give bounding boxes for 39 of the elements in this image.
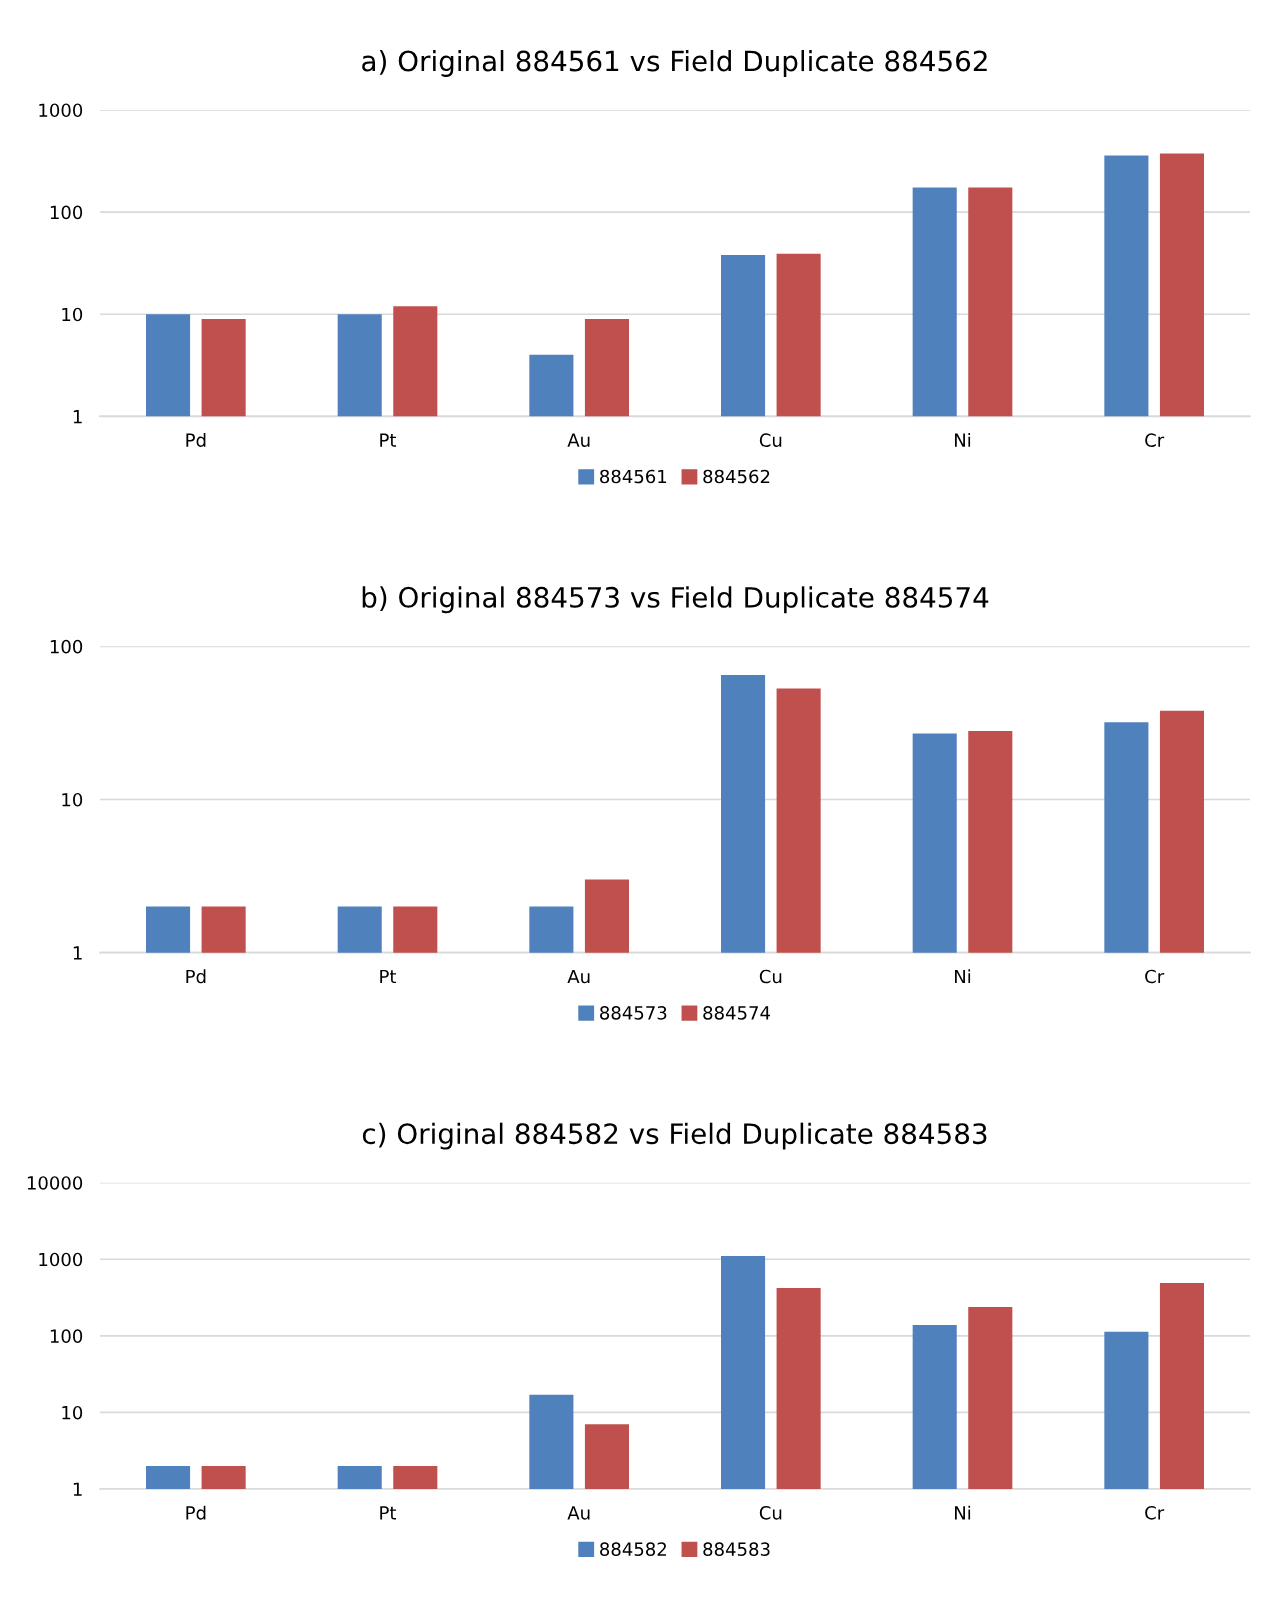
x-tick-label: Pt: [380, 433, 397, 447]
x-tick-label: Cu: [759, 969, 782, 984]
y-tick-label: 1: [73, 946, 82, 960]
x-tick-label: Pd: [186, 433, 206, 447]
chart-title: c) Original 884582 vs Field Duplicate 884583: [362, 1122, 987, 1150]
x-tick-label: Au: [567, 1506, 590, 1520]
legend-label: 884574: [703, 1006, 770, 1020]
x-tick-label: Ni: [955, 433, 971, 447]
x-tick-label: Cu: [759, 1505, 782, 1520]
y-tick-label: 10000: [27, 1176, 83, 1190]
x-tick-label: Pt: [380, 1506, 397, 1520]
y-tick-label: 1000: [39, 103, 83, 118]
x-tick-label: Cu: [759, 433, 782, 447]
y-tick-label: 1: [73, 410, 82, 424]
legend-label: 884583: [703, 1542, 770, 1556]
x-tick-label: Ni: [955, 969, 971, 984]
chart-title: a) Original 884561 vs Field Duplicate 884562: [362, 50, 987, 77]
x-tick-label: Au: [567, 433, 590, 447]
y-tick-label: 100: [50, 205, 83, 220]
x-tick-label: Cr: [1145, 1505, 1165, 1520]
y-tick-label: 10: [62, 307, 83, 322]
x-tick-label: Cr: [1145, 969, 1165, 984]
chart-title: b) Original 884573 vs Field Duplicate 884574: [362, 586, 989, 614]
y-tick-label: 10: [62, 792, 83, 807]
legend-label: 884573: [600, 1006, 667, 1020]
x-tick-label: Ni: [955, 1505, 971, 1520]
x-tick-label: Pt: [380, 969, 397, 984]
y-tick-label: 1: [73, 1482, 82, 1496]
y-tick-label: 100: [50, 1329, 83, 1343]
y-tick-label: 10: [62, 1405, 83, 1420]
x-tick-label: Cr: [1145, 433, 1165, 447]
x-tick-label: Au: [567, 969, 590, 984]
legend-label: 884582: [600, 1542, 666, 1556]
y-tick-label: 1000: [39, 1252, 83, 1267]
legend-label: 884561: [600, 469, 667, 484]
y-tick-label: 100: [50, 639, 83, 654]
x-tick-label: Pd: [186, 1505, 206, 1520]
legend-label: 884562: [703, 469, 770, 484]
x-tick-label: Pd: [186, 969, 206, 984]
